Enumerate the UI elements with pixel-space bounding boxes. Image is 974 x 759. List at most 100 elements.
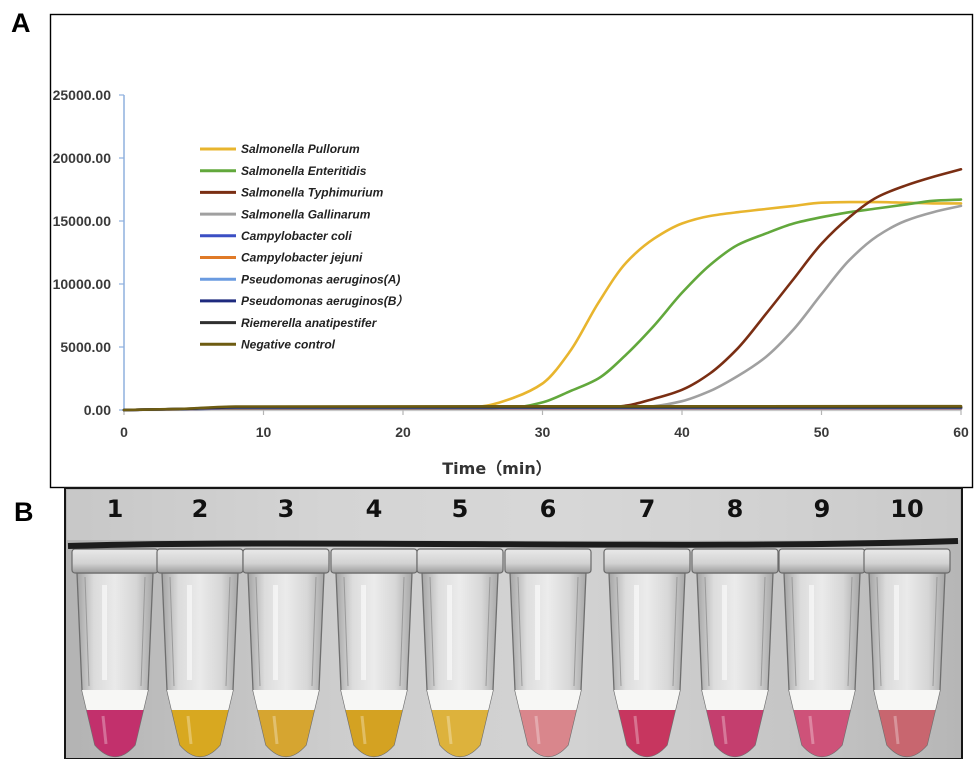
x-tick-label: 0 (120, 424, 128, 440)
legend-item-negative-control: Negative control (200, 338, 336, 352)
panel-a-frame (49, 13, 974, 489)
tube-rim (778, 548, 866, 574)
tube-liquid (431, 710, 489, 757)
x-tick-label: 40 (674, 424, 690, 440)
tube-liquid-highlight (808, 715, 815, 745)
y-tick-label: 5000.00 (60, 339, 111, 355)
legend-item-pseudomonas-aeruginos-b: Pseudomonas aeruginos(B） (200, 294, 408, 308)
plot-series (122, 168, 963, 412)
tube-rim (504, 548, 592, 574)
axis-ticks: 0.00 5000.00 10000.00 15000.00 20000.00 25000… (53, 87, 969, 440)
series-line-negative-control (122, 404, 963, 412)
tube-liquid (878, 710, 936, 757)
tube-1: 1 (71, 495, 159, 758)
tube-4: 4 (330, 495, 418, 758)
x-tick-label: 50 (814, 424, 830, 440)
tube-clear-zone (702, 690, 768, 710)
tube-liquid-highlight (534, 715, 541, 745)
tube-highlight (187, 585, 192, 680)
panel-b: B 1 2 3 4 5 6 7 8 9 10 (14, 487, 963, 759)
tube-rim (330, 548, 418, 574)
tube-rim (603, 548, 691, 574)
tube-wall (255, 576, 317, 687)
tube-9: 9 (778, 495, 866, 758)
tube-wall (616, 576, 678, 687)
tube-8: 8 (691, 495, 779, 758)
photo-top-area (67, 490, 960, 540)
tube-liquid-highlight (272, 715, 279, 745)
tube-highlight (894, 585, 899, 680)
tube-wall (876, 576, 938, 687)
tube-highlight (447, 585, 452, 680)
tube-rim (71, 548, 159, 574)
legend-item-salmonella-pullorum: Salmonella Pullorum (200, 142, 360, 156)
panel-a-label: A (11, 8, 31, 38)
x-axis-title: Time（min） (442, 459, 551, 478)
x-tick-label: 10 (256, 424, 272, 440)
y-tick-label: 20000.00 (53, 150, 112, 166)
legend-label: Salmonella Enteritidis (241, 164, 367, 178)
tube-wall (343, 576, 405, 687)
tube-number-label: 4 (366, 495, 383, 523)
tube-liquid (793, 710, 851, 757)
tube-liquid (618, 710, 676, 757)
tube-liquid-highlight (721, 715, 728, 745)
y-tick-label: 10000.00 (53, 276, 112, 292)
y-tick-label: 15000.00 (53, 213, 112, 229)
legend-item-salmonella-gallinarum: Salmonella Gallinarum (200, 207, 371, 221)
legend-label: Campylobacter coli (241, 229, 352, 243)
tube-number-label: 8 (727, 495, 744, 523)
tube-5: 5 (416, 495, 504, 758)
series-line-salmonella-typhimurium (122, 168, 963, 412)
tube-number-label: 9 (814, 495, 831, 523)
tube-highlight (634, 585, 639, 680)
legend-label: Salmonella Pullorum (241, 142, 360, 156)
tube-liquid-highlight (360, 715, 367, 745)
tube-liquid (171, 710, 229, 757)
tube-6: 6 (504, 495, 592, 758)
tube-wall (84, 576, 146, 687)
tube-liquid (345, 710, 403, 757)
legend-item-salmonella-typhimurium: Salmonella Typhimurium (200, 186, 384, 200)
panel-b-label: B (14, 497, 34, 527)
tube-rim (242, 548, 330, 574)
y-tick-label: 0.00 (84, 402, 111, 418)
legend-label: Pseudomonas aeruginos(A) (241, 272, 400, 286)
tube-liquid (706, 710, 764, 757)
tube-highlight (361, 585, 366, 680)
tube-clear-zone (167, 690, 233, 710)
legend-label: Riemerella anatipestifer (241, 316, 378, 330)
tube-strip: 1 2 3 4 5 6 7 8 9 10 (71, 495, 951, 758)
tube-clear-zone (515, 690, 581, 710)
tube-strip-edge (67, 538, 959, 549)
tube-liquid-highlight (633, 715, 640, 745)
legend-label: Campylobacter jejuni (241, 251, 363, 265)
legend-item-salmonella-enteritidis: Salmonella Enteritidis (200, 164, 367, 178)
tube-number-label: 7 (639, 495, 656, 523)
tube-highlight (722, 585, 727, 680)
legend-item-campylobacter-jejuni: Campylobacter jejuni (200, 251, 363, 265)
x-tick-label: 60 (953, 424, 969, 440)
tube-wall (517, 576, 579, 687)
legend: Salmonella Pullorum Salmonella Enteritidi… (200, 142, 408, 352)
tube-number-label: 2 (192, 495, 209, 523)
tube-highlight (102, 585, 107, 680)
tube-number-label: 3 (278, 495, 295, 523)
tube-clear-zone (82, 690, 148, 710)
tube-clear-zone (789, 690, 855, 710)
tube-rim (416, 548, 504, 574)
x-tick-label: 20 (395, 424, 411, 440)
y-tick-label: 25000.00 (53, 87, 112, 103)
tube-rim (691, 548, 779, 574)
tube-10: 10 (863, 495, 951, 758)
legend-label: Salmonella Gallinarum (241, 207, 371, 221)
legend-label: Salmonella Typhimurium (241, 186, 384, 200)
tube-liquid (86, 710, 144, 757)
legend-label: Pseudomonas aeruginos(B） (241, 294, 408, 308)
legend-item-campylobacter-coli: Campylobacter coli (200, 229, 352, 243)
tube-number-label: 5 (452, 495, 469, 523)
tube-number-label: 10 (890, 495, 923, 523)
tube-wall (791, 576, 853, 687)
tube-7: 7 (603, 495, 691, 758)
